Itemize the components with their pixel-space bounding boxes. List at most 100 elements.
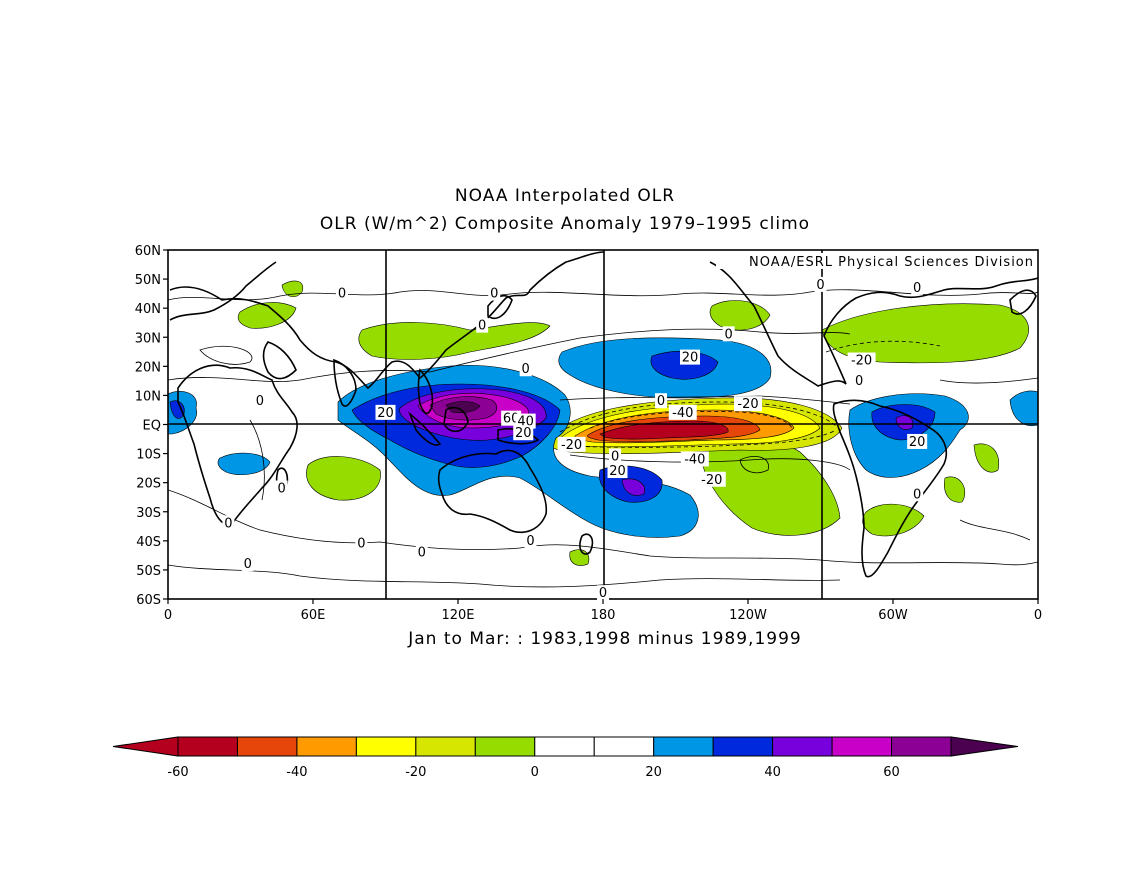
contour-label-bg [597, 585, 609, 601]
colorbar-swatch [653, 736, 714, 757]
contour-label: 0 [855, 374, 863, 389]
lon-label: 60E [301, 608, 326, 623]
contour-label: 20 [682, 351, 699, 366]
lon-label: 120E [441, 608, 474, 623]
neg-anomaly-region [862, 503, 925, 537]
contour-label-bg [907, 433, 928, 449]
colorbar-swatch [355, 736, 417, 757]
colorbar-swatch [177, 736, 238, 757]
contour-label: 0 [657, 394, 665, 409]
pos-anomaly-region [621, 478, 646, 496]
credit-label-bg [716, 253, 1034, 269]
lat-label: 50N [135, 273, 161, 288]
colorbar-swatch [474, 736, 536, 757]
contour-label: 0 [913, 281, 921, 296]
contour-label: 0 [522, 362, 530, 377]
colorbar-swatch [415, 736, 476, 757]
neg-anomaly-region [973, 443, 1000, 473]
lat-label: 10S [136, 448, 161, 463]
lat-label: 30N [135, 331, 161, 346]
neg-anomaly-region [944, 476, 966, 503]
lon-label: 0 [164, 608, 172, 623]
contour-label: 0 [244, 557, 252, 572]
contour-label-bg [488, 285, 501, 301]
colorbar: -60 -40 -20 0 20 40 60 [112, 736, 1019, 780]
colorbar-swatch [236, 736, 298, 757]
contour-label: 0 [490, 287, 498, 302]
lat-label: 40N [135, 302, 161, 317]
coastline-newzealand [579, 533, 594, 555]
anomaly-fill-layer [168, 280, 1038, 566]
zero-contour [199, 345, 253, 365]
contour-label: -40 [684, 452, 705, 467]
lat-label: 60S [136, 593, 161, 608]
contour-label-bg [557, 436, 586, 452]
lon-label: 0 [1034, 608, 1042, 623]
contour-label: -40 [672, 406, 693, 421]
zero-contour [939, 377, 1038, 384]
contour-label-bg [415, 544, 428, 560]
contour-label: 0 [611, 449, 619, 464]
zero-contour [739, 456, 769, 474]
zero-contour [168, 328, 851, 382]
chart-subtitle: OLR (W/m^2) Composite Anomaly 1979–1995 … [319, 214, 811, 234]
lat-label: 60N [135, 244, 161, 259]
colorbar-swatch [296, 736, 357, 757]
neg-contour [564, 429, 837, 448]
coastline-arabia [262, 341, 297, 380]
contour-label: 0 [816, 278, 824, 293]
contour-label: 0 [725, 327, 733, 342]
coastline-borneo [443, 406, 469, 433]
lat-label: 10N [135, 389, 161, 404]
coastline-australia [437, 449, 548, 534]
coastline-layer [169, 251, 1038, 578]
contour-label: 20 [377, 406, 394, 421]
colorbar-label: 20 [645, 765, 662, 780]
colorbar-under-arrow [112, 736, 179, 757]
neg-anomaly-region [358, 322, 551, 360]
colorbar-swatch [831, 736, 893, 757]
neg-anomaly-region [569, 549, 590, 566]
contour-label-bg [847, 352, 876, 368]
period-label: Jan to Mar: : 1983,1998 minus 1989,1999 [408, 629, 802, 649]
colorbar-over-arrow [950, 736, 1019, 757]
lat-label: 20N [135, 360, 161, 375]
zero-contour [249, 419, 265, 501]
coastline-greenland [1009, 289, 1037, 315]
lat-label: 20S [136, 477, 161, 492]
contour-label: 0 [277, 481, 285, 496]
contour-label-bg [911, 486, 924, 502]
lat-label: 40S [136, 535, 161, 550]
contour-label: 0 [526, 534, 534, 549]
coastline-europe [169, 261, 277, 321]
contour-label-bg [222, 515, 235, 531]
contour-label: 0 [256, 394, 264, 409]
pos-anomaly-region [895, 415, 914, 430]
neg-anomaly-region [709, 300, 771, 331]
colorbar-swatch [712, 736, 774, 757]
colorbar-swatch [534, 736, 595, 757]
zero-contour [168, 564, 841, 588]
contour-label-bg [524, 532, 537, 548]
contour-label-bg [680, 349, 700, 365]
colorbar-label: -60 [167, 765, 188, 780]
contour-label: 60 [503, 412, 520, 427]
pos-anomaly-region [217, 452, 271, 475]
pos-anomaly-region [445, 401, 481, 414]
contour-label: -20 [561, 438, 582, 453]
lat-label: 30S [136, 506, 161, 521]
contour-label-bg [253, 393, 266, 409]
contour-label-bg [515, 413, 536, 429]
coastline-eurasia [169, 251, 605, 390]
coastline-sumatra [408, 411, 442, 446]
contour-label: 20 [515, 426, 532, 441]
colorbar-swatch [772, 736, 833, 757]
contour-label: 20 [609, 464, 626, 479]
contour-label-bg [275, 480, 288, 496]
contour-label: 0 [418, 545, 426, 560]
colorbar-swatch [891, 736, 952, 757]
lon-label: 60W [878, 608, 908, 623]
contour-label-bg [814, 276, 827, 292]
